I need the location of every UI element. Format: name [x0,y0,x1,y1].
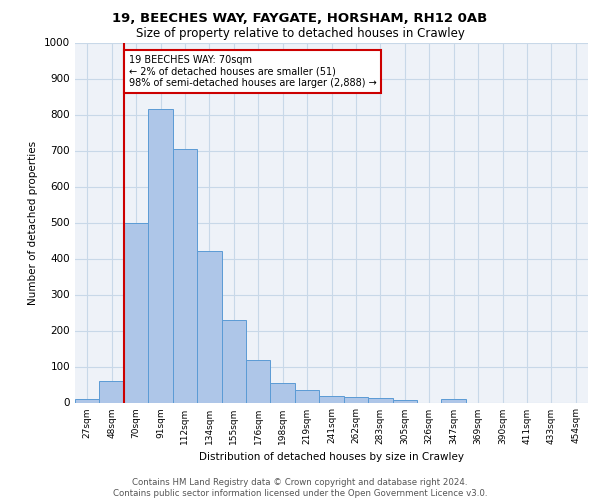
Bar [148,109,173,403]
Text: 19 BEECHES WAY: 70sqm
← 2% of detached houses are smaller (51)
98% of semi-detac: 19 BEECHES WAY: 70sqm ← 2% of detached h… [129,55,376,88]
Bar [100,381,124,402]
Bar [368,398,392,402]
Y-axis label: Number of detached properties: Number of detached properties [28,140,38,304]
Bar [221,320,246,402]
Bar [197,252,221,402]
Bar [173,148,197,402]
Bar [246,360,271,403]
Bar [124,222,148,402]
X-axis label: Distribution of detached houses by size in Crawley: Distribution of detached houses by size … [199,452,464,462]
Bar [75,399,100,402]
Bar [344,397,368,402]
Bar [442,399,466,402]
Bar [295,390,319,402]
Text: 19, BEECHES WAY, FAYGATE, HORSHAM, RH12 0AB: 19, BEECHES WAY, FAYGATE, HORSHAM, RH12 … [112,12,488,26]
Text: Size of property relative to detached houses in Crawley: Size of property relative to detached ho… [136,28,464,40]
Text: Contains HM Land Registry data © Crown copyright and database right 2024.
Contai: Contains HM Land Registry data © Crown c… [113,478,487,498]
Bar [271,382,295,402]
Bar [319,396,344,402]
Bar [392,400,417,402]
